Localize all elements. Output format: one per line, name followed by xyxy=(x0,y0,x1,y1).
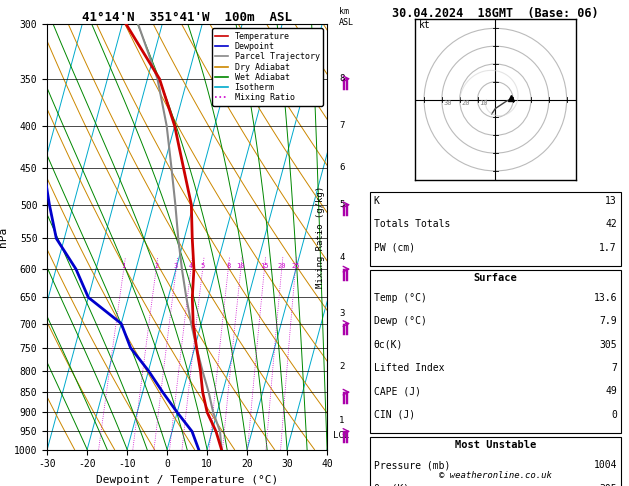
Text: 30.04.2024  18GMT  (Base: 06): 30.04.2024 18GMT (Base: 06) xyxy=(392,7,599,20)
Text: Dewp (°C): Dewp (°C) xyxy=(374,316,426,327)
Text: 13: 13 xyxy=(605,196,617,206)
Text: 49: 49 xyxy=(605,386,617,397)
Text: 7.9: 7.9 xyxy=(599,316,617,327)
Text: CAPE (J): CAPE (J) xyxy=(374,386,421,397)
Text: Surface: Surface xyxy=(474,273,517,283)
Text: 1: 1 xyxy=(121,263,126,269)
Text: 10: 10 xyxy=(479,100,488,106)
Text: Mixing Ratio (g/kg): Mixing Ratio (g/kg) xyxy=(316,186,325,288)
Title: 41°14'N  351°41'W  100m  ASL: 41°14'N 351°41'W 100m ASL xyxy=(82,11,292,24)
Text: Totals Totals: Totals Totals xyxy=(374,219,450,229)
FancyBboxPatch shape xyxy=(370,192,621,266)
Text: © weatheronline.co.uk: © weatheronline.co.uk xyxy=(439,471,552,480)
Text: 2: 2 xyxy=(339,362,345,371)
FancyBboxPatch shape xyxy=(370,437,621,486)
Text: 30: 30 xyxy=(443,100,452,106)
Text: 305: 305 xyxy=(599,340,617,350)
Text: PW (cm): PW (cm) xyxy=(374,243,415,253)
Text: 0: 0 xyxy=(611,410,617,420)
Y-axis label: hPa: hPa xyxy=(0,227,8,247)
Text: 7: 7 xyxy=(339,122,345,130)
Text: Lifted Index: Lifted Index xyxy=(374,363,444,373)
Text: 7: 7 xyxy=(611,363,617,373)
Text: 1.7: 1.7 xyxy=(599,243,617,253)
Text: 8: 8 xyxy=(226,263,230,269)
Text: Pressure (mb): Pressure (mb) xyxy=(374,460,450,470)
Text: 1: 1 xyxy=(339,416,345,425)
Text: kt: kt xyxy=(419,20,430,30)
Text: 4: 4 xyxy=(339,253,345,261)
FancyBboxPatch shape xyxy=(370,270,621,433)
Text: 15: 15 xyxy=(260,263,269,269)
Text: Most Unstable: Most Unstable xyxy=(455,440,536,450)
Text: θc(K): θc(K) xyxy=(374,340,403,350)
Text: 2: 2 xyxy=(154,263,159,269)
Text: 42: 42 xyxy=(605,219,617,229)
Text: 25: 25 xyxy=(291,263,299,269)
Text: 3: 3 xyxy=(339,309,345,318)
Text: θc (K): θc (K) xyxy=(374,484,409,486)
Text: 8: 8 xyxy=(339,74,345,83)
Text: 13.6: 13.6 xyxy=(594,293,617,303)
Text: 20: 20 xyxy=(277,263,286,269)
X-axis label: Dewpoint / Temperature (°C): Dewpoint / Temperature (°C) xyxy=(96,475,278,485)
Text: 3: 3 xyxy=(174,263,178,269)
Text: 5: 5 xyxy=(339,200,345,209)
Text: km
ASL: km ASL xyxy=(339,7,354,27)
Text: 6: 6 xyxy=(339,163,345,172)
Text: 5: 5 xyxy=(201,263,205,269)
Legend: Temperature, Dewpoint, Parcel Trajectory, Dry Adiabat, Wet Adiabat, Isotherm, Mi: Temperature, Dewpoint, Parcel Trajectory… xyxy=(212,29,323,105)
Text: K: K xyxy=(374,196,379,206)
Text: LCL: LCL xyxy=(333,431,349,440)
Text: 4: 4 xyxy=(189,263,193,269)
Text: 1004: 1004 xyxy=(594,460,617,470)
Text: 10: 10 xyxy=(237,263,245,269)
Text: 20: 20 xyxy=(462,100,470,106)
Text: 305: 305 xyxy=(599,484,617,486)
Text: Temp (°C): Temp (°C) xyxy=(374,293,426,303)
Text: CIN (J): CIN (J) xyxy=(374,410,415,420)
